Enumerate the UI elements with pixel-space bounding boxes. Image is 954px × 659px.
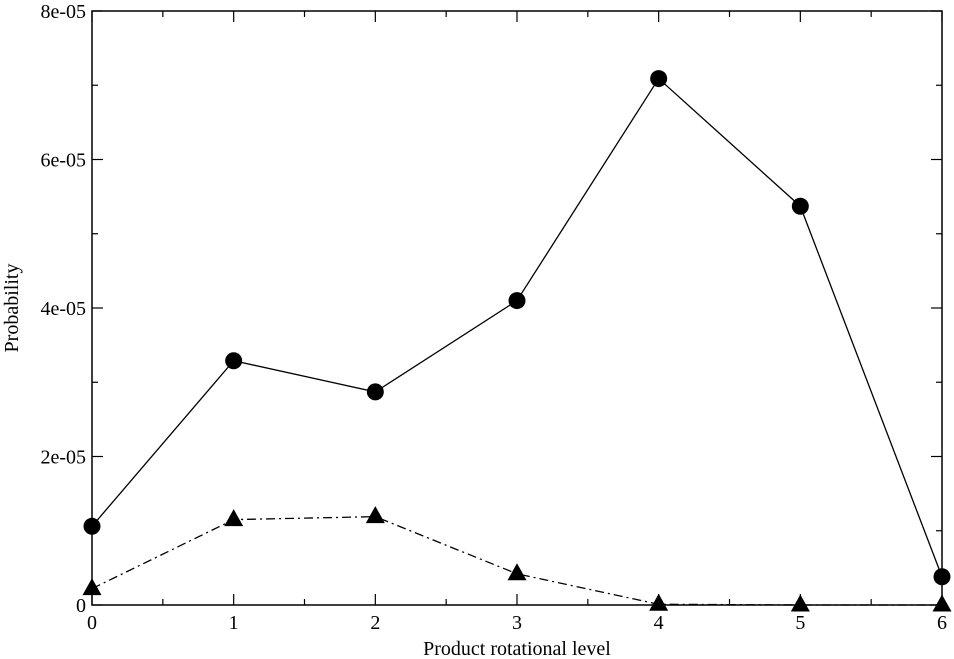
series-2-point xyxy=(649,593,669,611)
series-2 xyxy=(82,506,952,612)
x-tick-label: 1 xyxy=(229,612,239,634)
series-1-point xyxy=(225,352,243,370)
x-tick-label: 3 xyxy=(512,612,522,634)
series-1-point xyxy=(508,292,526,310)
series-1-point xyxy=(791,197,809,215)
series-1-point xyxy=(366,383,384,401)
series-group xyxy=(82,70,952,612)
series-2-point xyxy=(932,594,952,612)
series-2-point xyxy=(790,594,810,612)
x-tick-label: 0 xyxy=(87,612,97,634)
y-tick-label: 2e-05 xyxy=(40,447,86,469)
series-1-point xyxy=(83,517,101,535)
x-tick-label: 2 xyxy=(370,612,380,634)
y-tick-label: 6e-05 xyxy=(40,150,86,172)
axis-ticks xyxy=(91,10,943,606)
series-2-point xyxy=(82,578,102,596)
tick-labels: 0 1 2 3 4 5 6 0 2e-05 4e-05 6e-05 8e-05 xyxy=(40,1,947,634)
series-2-point xyxy=(224,509,244,527)
y-tick-label: 4e-05 xyxy=(40,298,86,320)
series-1 xyxy=(83,70,951,586)
y-axis-title: Probability xyxy=(1,264,23,353)
x-axis-title: Product rotational level xyxy=(423,638,611,659)
y-tick-label: 0 xyxy=(76,595,86,617)
x-tick-label: 5 xyxy=(795,612,805,634)
y-tick-label: 8e-05 xyxy=(40,1,86,23)
series-2-point xyxy=(507,563,527,581)
series-2-point xyxy=(365,506,385,524)
x-tick-label: 6 xyxy=(937,612,947,634)
series-1-point xyxy=(933,568,951,586)
x-tick-label: 4 xyxy=(654,612,664,634)
series-1-point xyxy=(650,70,668,88)
series-2-line xyxy=(91,515,942,606)
series-1-line xyxy=(91,77,943,578)
